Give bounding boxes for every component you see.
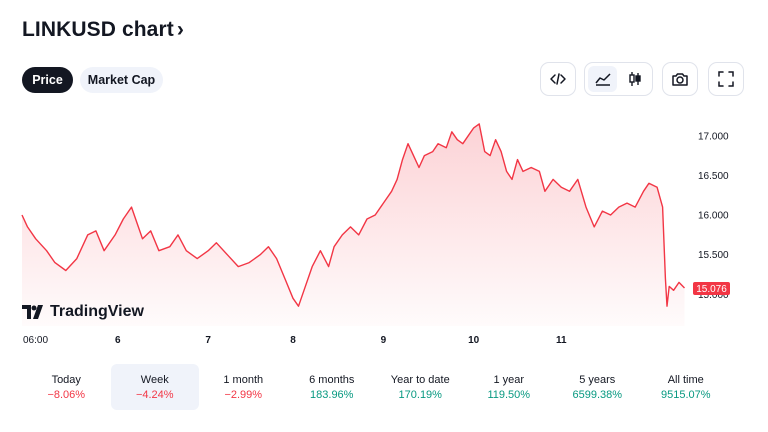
tradingview-logo[interactable]: TradingView	[22, 303, 144, 321]
snapshot-button[interactable]	[662, 62, 698, 96]
y-tick-label: 16.000	[698, 211, 729, 222]
period-label: Week	[140, 373, 169, 386]
tradingview-logo-icon	[22, 305, 43, 319]
fullscreen-button[interactable]	[708, 62, 744, 96]
code-icon	[550, 73, 566, 85]
period-1-year[interactable]: 1 year 119.50%	[465, 364, 554, 410]
period-label: 1 year	[493, 373, 525, 386]
y-tick-label: 17.000	[698, 131, 729, 142]
period-label: 5 years	[579, 373, 616, 386]
x-tick-label: 10	[468, 335, 480, 346]
embed-button[interactable]	[540, 62, 576, 96]
page-title[interactable]: LINKUSD chart ›	[22, 18, 184, 42]
period-change: 119.50%	[487, 388, 531, 401]
period-5-years[interactable]: 5 years 6599.38%	[553, 364, 642, 410]
x-tick-label: 8	[290, 335, 296, 346]
x-tick-label: 6	[115, 335, 121, 346]
last-price-badge	[693, 282, 730, 295]
period-6-months[interactable]: 6 months 183.96%	[288, 364, 377, 410]
period-year-to-date[interactable]: Year to date 170.19%	[376, 364, 465, 410]
period-label: All time	[667, 373, 704, 386]
period-change: −2.99%	[224, 388, 263, 401]
period-today[interactable]: Today −8.06%	[22, 364, 111, 410]
chart-type-group	[584, 62, 653, 96]
last-price-marker: 15.076	[693, 282, 730, 295]
candlestick-button[interactable]	[620, 66, 649, 92]
y-tick-label: 15.000	[698, 290, 729, 301]
period-change: 170.19%	[398, 388, 442, 401]
fullscreen-icon	[718, 71, 734, 87]
chevron-right-icon: ›	[176, 18, 184, 41]
x-tick-label: 06:00	[23, 335, 48, 346]
y-tick-label: 16.500	[698, 171, 729, 182]
period-change: 6599.38%	[572, 388, 623, 401]
tab-market-cap[interactable]: Market Cap	[80, 67, 163, 93]
period-change: 183.96%	[310, 388, 354, 401]
title-text: LINKUSD chart	[22, 18, 174, 41]
last-price-label: 15.076	[696, 284, 727, 295]
camera-icon	[672, 73, 688, 86]
period-change: −8.06%	[47, 388, 86, 401]
period-label: Today	[51, 373, 81, 386]
y-tick-label: 15.500	[698, 250, 729, 261]
x-tick-label: 7	[205, 335, 211, 346]
area-chart-button[interactable]	[588, 66, 617, 92]
area-chart-icon	[594, 73, 611, 86]
period-label: 1 month	[223, 373, 264, 386]
price-line	[21, 123, 685, 307]
tab-price[interactable]: Price	[22, 67, 73, 93]
x-tick-label: 9	[381, 335, 387, 346]
x-tick-label: 11	[556, 335, 567, 346]
period-change: 9515.07%	[660, 388, 711, 401]
price-area-fill	[22, 123, 685, 327]
period-label: 6 months	[309, 373, 355, 386]
period-1-month[interactable]: 1 month −2.99%	[199, 364, 288, 410]
period-change: −4.24%	[135, 388, 174, 401]
price-chart[interactable]: 17.000 16.500 16.000 15.500 15.000 06:00 6 7 8 9…	[0, 110, 768, 355]
performance-periods: Today −8.06% Week −4.24% 1 month −2.99% …	[22, 364, 730, 410]
period-all-time[interactable]: All time 9515.07%	[642, 364, 731, 410]
candlestick-icon	[628, 72, 641, 86]
tradingview-wordmark: TradingView	[50, 303, 144, 320]
period-week[interactable]: Week −4.24%	[110, 364, 199, 410]
period-label: Year to date	[390, 373, 450, 386]
